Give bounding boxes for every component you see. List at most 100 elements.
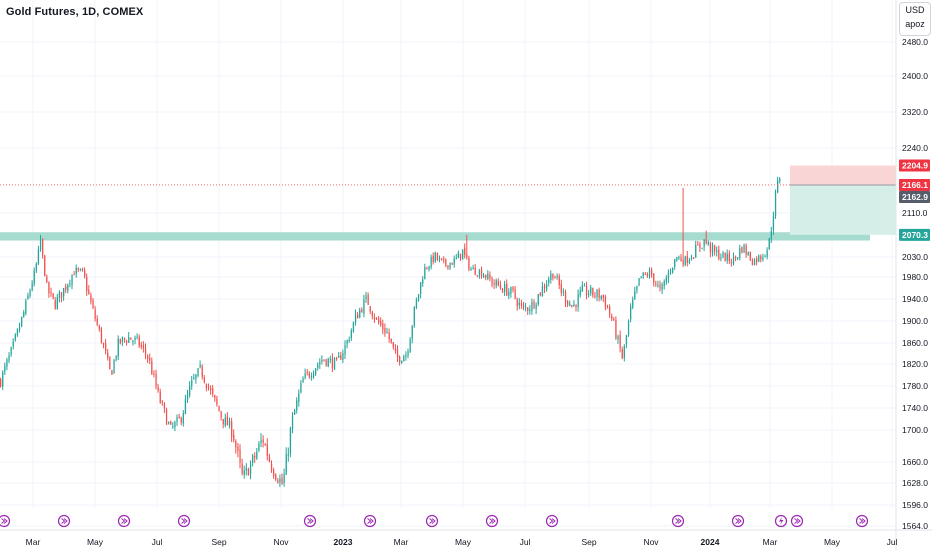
candle-body [329, 358, 331, 360]
candle [186, 390, 189, 403]
candle [464, 243, 466, 259]
candle [426, 266, 428, 270]
event-arrow [675, 518, 682, 524]
candle [472, 264, 474, 270]
last-price-tag-bg [899, 190, 930, 203]
candle-body [228, 420, 231, 427]
candle-body [79, 269, 82, 271]
candle [182, 410, 184, 427]
candle-body [693, 257, 695, 259]
event-arrow [794, 518, 801, 524]
candle-body [249, 464, 252, 475]
candle-body [667, 272, 670, 279]
candle [71, 274, 73, 290]
candle [399, 355, 401, 366]
candle-body [457, 252, 460, 259]
candle-body [323, 359, 325, 361]
candle-body [132, 340, 134, 342]
candle-body [661, 284, 663, 290]
candle-body [285, 454, 287, 475]
candle [168, 421, 170, 425]
candle [770, 226, 772, 243]
candle [594, 291, 596, 299]
candle-body [602, 294, 604, 299]
candle [27, 292, 29, 300]
candle [392, 341, 394, 350]
currency-unit-box[interactable]: USD apoz [899, 2, 931, 36]
candle-body [522, 305, 525, 307]
target-price-tag-text: 2070.3 [902, 230, 928, 240]
candle [212, 384, 214, 397]
candle [279, 474, 281, 488]
candle-body [552, 273, 554, 279]
candle [357, 311, 359, 319]
candle [361, 307, 363, 313]
candle-body [29, 290, 31, 297]
candle-body [60, 291, 63, 298]
candle-body [653, 273, 655, 283]
short-position-tool[interactable] [0, 165, 896, 235]
candle-body [573, 304, 575, 306]
event-marker-icon [0, 514, 11, 528]
candle-body [262, 439, 264, 443]
candle-body [745, 245, 747, 255]
candle-body [220, 411, 222, 418]
candle-body [478, 270, 481, 276]
candle-body [730, 262, 733, 264]
candle-body [590, 287, 592, 294]
candle-body [109, 356, 111, 369]
candle-body [294, 410, 296, 415]
candle [191, 375, 193, 390]
candle [535, 302, 537, 315]
candle-body [6, 359, 8, 367]
candle-body [699, 244, 701, 248]
candle-body [144, 347, 147, 355]
candle-body [756, 258, 758, 263]
candle [378, 315, 380, 325]
candle [155, 369, 157, 390]
candle [117, 335, 119, 361]
candle [336, 356, 338, 361]
candle-body [638, 278, 640, 286]
candle-body [741, 247, 743, 253]
candle [478, 268, 481, 279]
candle [210, 385, 212, 395]
time-axis[interactable]: Mar May Jul Sep Nov 2023 Mar May Jul Sep Nov 2024 Ma… [0, 529, 932, 547]
candle-body [325, 359, 327, 366]
candle-body [543, 285, 546, 289]
candle [352, 321, 355, 333]
event-marker-icon [117, 514, 131, 528]
candle-body [348, 339, 350, 341]
candle [207, 383, 210, 391]
candle [432, 252, 434, 265]
candle-body [390, 338, 392, 343]
candle-body [684, 256, 686, 265]
price-tick-label: 2400.0 [902, 71, 928, 81]
candle [508, 288, 510, 300]
candle [504, 280, 506, 296]
candle [764, 254, 766, 258]
candle-body [474, 267, 476, 275]
candle-body [352, 322, 355, 332]
candle-body [426, 267, 428, 269]
candle [596, 288, 598, 302]
candle-body [27, 295, 29, 300]
candle [581, 281, 583, 293]
candle [495, 278, 497, 289]
candle-body [392, 342, 394, 348]
price-axis[interactable]: 2480.0 2400.0 2320.0 2240.0 2110.0 2030.0 1980… [895, 0, 930, 550]
candle-body [291, 416, 294, 429]
candle-body [428, 266, 430, 270]
candle [592, 287, 594, 298]
candle [237, 442, 239, 458]
take-profit-zone [790, 184, 896, 235]
candle [16, 328, 19, 337]
entry-price-tag: 2166.1 [899, 178, 930, 191]
candle [107, 348, 109, 361]
candle-body [472, 267, 474, 270]
candle-body [126, 341, 128, 343]
stop-price-tag-bg [899, 159, 930, 172]
candle-body [464, 247, 466, 255]
candle-body [155, 374, 157, 387]
